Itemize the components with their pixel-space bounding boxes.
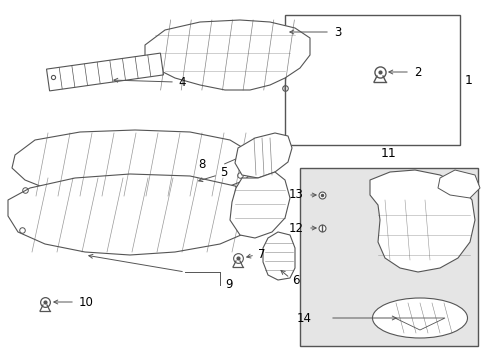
Ellipse shape — [372, 298, 467, 338]
Text: 6: 6 — [292, 274, 299, 287]
Polygon shape — [230, 172, 290, 238]
Polygon shape — [274, 28, 290, 36]
Bar — [300, 168, 478, 346]
Text: 1: 1 — [465, 73, 473, 86]
Text: 12: 12 — [289, 221, 304, 234]
Text: 11: 11 — [381, 147, 397, 160]
Text: 8: 8 — [198, 158, 206, 171]
Bar — [47, 53, 164, 91]
Text: 9: 9 — [225, 279, 232, 292]
Polygon shape — [8, 174, 260, 255]
Polygon shape — [235, 133, 292, 178]
Text: 13: 13 — [289, 189, 304, 202]
Text: 3: 3 — [334, 26, 342, 39]
Text: 7: 7 — [258, 248, 266, 261]
Text: 4: 4 — [178, 76, 186, 89]
Polygon shape — [12, 130, 255, 198]
Polygon shape — [370, 170, 475, 272]
Text: 14: 14 — [297, 311, 312, 324]
Text: 5: 5 — [220, 166, 227, 180]
Polygon shape — [263, 232, 295, 280]
Bar — [285, 15, 460, 145]
Text: 10: 10 — [79, 296, 94, 309]
Polygon shape — [145, 20, 310, 90]
Polygon shape — [438, 170, 480, 198]
Text: 2: 2 — [414, 66, 421, 78]
